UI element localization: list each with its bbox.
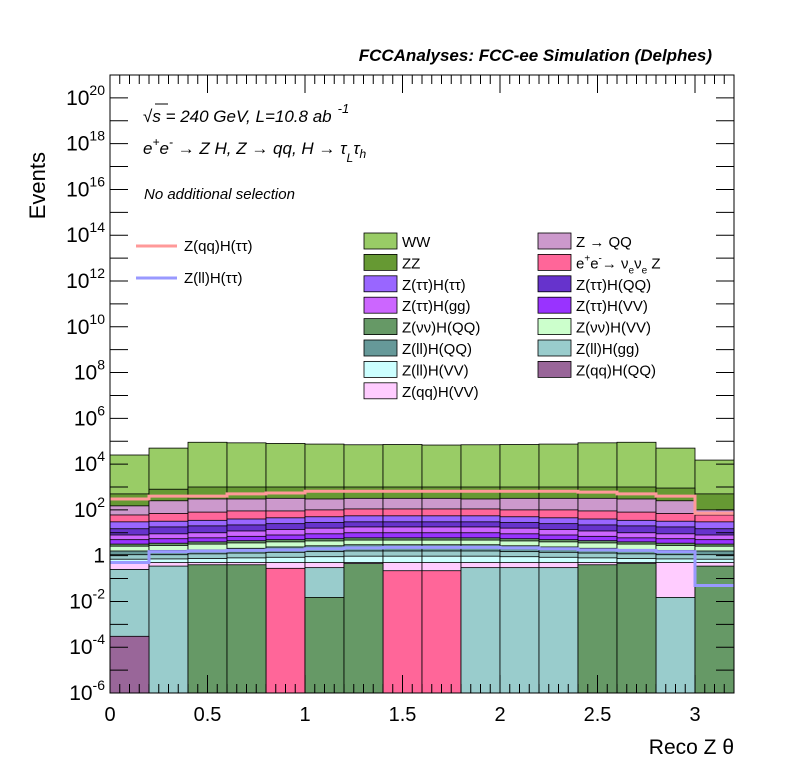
- legend-fill-label: Z(ττ)H(VV): [576, 298, 648, 315]
- signal-line-0: [110, 489, 734, 515]
- process-annotation: e+e- → Z H, Z → qq, H → τLτh: [143, 135, 367, 165]
- selection-annotation: No additional selection: [144, 186, 295, 203]
- low-fill-bar: [187, 564, 228, 694]
- low-fill-bar: [616, 563, 657, 694]
- legend: Z(qq)H(ττ) Z(ll)H(ττ) WW Z → QQ ZZ e+e-→ νeνe…: [136, 232, 661, 401]
- low-fill-bar: [304, 597, 345, 694]
- legend-fill-swatch: [363, 360, 398, 378]
- legend-fill-swatch: [537, 253, 572, 271]
- signal-line-1: [110, 545, 734, 587]
- y-tick-label: 10-2: [69, 585, 105, 613]
- y-tick-label: 1020: [66, 82, 105, 110]
- energy-annotation: √s = 240 GeV, L=10.8 ab -1: [143, 101, 349, 126]
- stack-bar: [109, 635, 150, 694]
- legend-fill-label: Z(qq)H(QQ): [576, 362, 656, 379]
- y-tick-label: 10-6: [69, 677, 105, 705]
- legend-fill-label: Z(νν)H(QQ): [402, 320, 480, 337]
- legend-fill-label: e+e-→ νeνe Z: [576, 253, 661, 276]
- x-axis-label: Reco Z θ: [649, 736, 734, 759]
- y-tick-label: 1: [93, 545, 105, 568]
- chart-title: FCCAnalyses: FCC-ee Simulation (Delphes): [359, 46, 713, 65]
- x-tick-label: 0: [104, 704, 115, 726]
- low-fill-bar: [265, 567, 306, 694]
- stacked-histograms: [109, 441, 735, 694]
- legend-fill-swatch: [363, 232, 398, 250]
- legend-fill-swatch: [537, 232, 572, 250]
- low-fill-bar: [499, 567, 540, 694]
- legend-fill-label: Z(ll)H(VV): [402, 362, 469, 379]
- legend-fill-swatch: [363, 296, 398, 314]
- y-tick-label: 106: [74, 402, 105, 430]
- legend-fill-label: Z → QQ: [576, 234, 632, 251]
- legend-fill-swatch: [537, 318, 572, 336]
- x-tick-label: 0.5: [194, 704, 222, 726]
- legend-fill-label: WW: [402, 234, 431, 251]
- legend-fill-label: ZZ: [402, 255, 420, 272]
- low-fill-bar: [655, 597, 696, 694]
- legend-fill-swatch: [537, 360, 572, 378]
- low-fill-bar: [148, 565, 189, 694]
- y-tick-label: 108: [74, 357, 105, 385]
- legend-fill-swatch: [363, 318, 398, 336]
- x-tick-label: 2.5: [584, 704, 612, 726]
- legend-fill-swatch: [363, 253, 398, 271]
- low-fill-bar: [421, 570, 462, 694]
- legend-fill-swatch: [363, 275, 398, 293]
- legend-fill-label: Z(ll)H(QQ): [402, 341, 472, 358]
- legend-fill-label: Z(qq)H(VV): [402, 384, 479, 401]
- low-fill-bar: [694, 565, 735, 694]
- x-tick-label: 1.5: [389, 704, 417, 726]
- low-fill-bar: [226, 564, 267, 694]
- legend-line-label: Z(ll)H(ττ): [184, 270, 243, 287]
- legend-line-label: Z(qq)H(ττ): [184, 238, 253, 255]
- legend-fill-swatch: [537, 296, 572, 314]
- annotations: √s = 240 GeV, L=10.8 ab -1 e+e- → Z H, Z →…: [143, 101, 367, 203]
- y-tick-label: 1016: [66, 173, 105, 201]
- legend-fill-swatch: [537, 275, 572, 293]
- legend-fill-label: Z(νν)H(VV): [576, 320, 651, 337]
- y-axis-label: Events: [25, 152, 50, 219]
- legend-fill-label: Z(ll)H(gg): [576, 341, 639, 358]
- legend-fill-label: Z(ττ)H(ττ): [402, 277, 466, 294]
- x-tick-label: 3: [689, 704, 700, 726]
- y-tick-label: 1010: [66, 311, 105, 339]
- low-fill-bar: [538, 567, 579, 694]
- y-tick-label: 102: [74, 494, 105, 522]
- legend-fill-swatch: [363, 382, 398, 400]
- y-tick-label: 104: [74, 448, 105, 476]
- low-fill-bar: [382, 570, 423, 694]
- low-fill-2: [187, 563, 735, 694]
- low-fill-bar: [460, 567, 501, 694]
- x-tick-label: 1: [299, 704, 310, 726]
- signal-lines: [110, 489, 734, 587]
- y-tick-label: 1018: [66, 128, 105, 156]
- low-fill-bar: [343, 563, 384, 694]
- y-tick-label: 1012: [66, 265, 105, 293]
- legend-fill-swatch: [537, 339, 572, 357]
- y-tick-label: 1014: [66, 219, 105, 247]
- legend-fill-swatch: [363, 339, 398, 357]
- legend-fill-label: Z(ττ)H(gg): [402, 298, 471, 315]
- low-fill-bar: [577, 564, 618, 694]
- x-tick-label: 2: [494, 704, 505, 726]
- legend-fill-label: Z(ττ)H(QQ): [576, 277, 651, 294]
- axis-ticks: 0 0.5 1 1.5 2 2.5 3 10-6 10-4 10-2 1 102 104 106 108 10…: [66, 74, 734, 726]
- zqq-hqq-overlay: [109, 635, 150, 694]
- y-tick-label: 10-4: [69, 631, 105, 659]
